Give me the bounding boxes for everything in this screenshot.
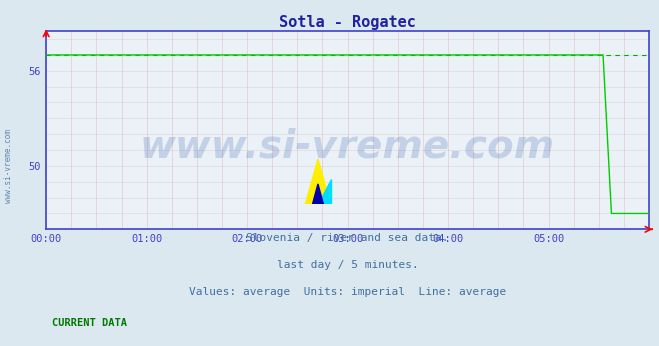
Title: Sotla - Rogatec: Sotla - Rogatec <box>279 15 416 30</box>
Polygon shape <box>312 184 324 204</box>
Text: www.si-vreme.com: www.si-vreme.com <box>4 129 13 203</box>
Text: Values: average  Units: imperial  Line: average: Values: average Units: imperial Line: av… <box>189 287 506 297</box>
Text: www.si-vreme.com: www.si-vreme.com <box>140 127 556 165</box>
Polygon shape <box>318 180 331 204</box>
Text: CURRENT DATA: CURRENT DATA <box>52 318 127 328</box>
Polygon shape <box>305 159 331 204</box>
Text: last day / 5 minutes.: last day / 5 minutes. <box>277 260 418 270</box>
Text: Slovenia / river and sea data.: Slovenia / river and sea data. <box>246 233 449 243</box>
